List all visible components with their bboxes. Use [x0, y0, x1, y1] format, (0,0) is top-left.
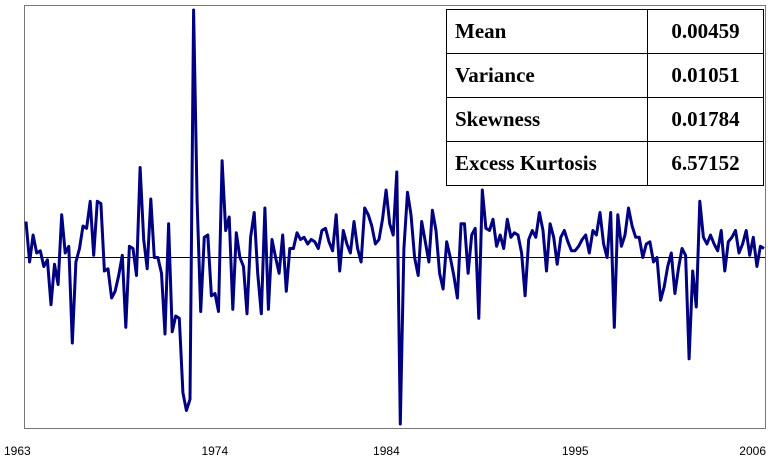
- stat-row-skewness: Skewness 0.01784: [446, 97, 764, 142]
- x-tick-label: 1963: [4, 444, 31, 458]
- statistics-table: Mean 0.00459 Variance 0.01051 Skewness 0…: [446, 9, 764, 186]
- stat-name: Variance: [446, 53, 648, 98]
- stat-name: Mean: [446, 9, 648, 54]
- x-tick-label: 1995: [562, 444, 589, 458]
- stat-value: 0.00459: [647, 9, 764, 54]
- stat-row-excess-kurtosis: Excess Kurtosis 6.57152: [446, 141, 764, 186]
- stat-row-variance: Variance 0.01051: [446, 53, 764, 98]
- x-tick-label: 1974: [201, 444, 228, 458]
- stat-row-mean: Mean 0.00459: [446, 9, 764, 54]
- stat-name: Excess Kurtosis: [446, 141, 648, 186]
- x-tick-label: 2006: [739, 444, 766, 458]
- stat-value: 6.57152: [647, 141, 764, 186]
- stat-value: 0.01784: [647, 97, 764, 142]
- x-tick-label: 1984: [373, 444, 400, 458]
- stat-name: Skewness: [446, 97, 648, 142]
- series-line: [24, 8, 765, 426]
- stat-value: 0.01051: [647, 53, 764, 98]
- x-axis-ticks: 1963 1974 1984 1995 2006: [4, 444, 766, 458]
